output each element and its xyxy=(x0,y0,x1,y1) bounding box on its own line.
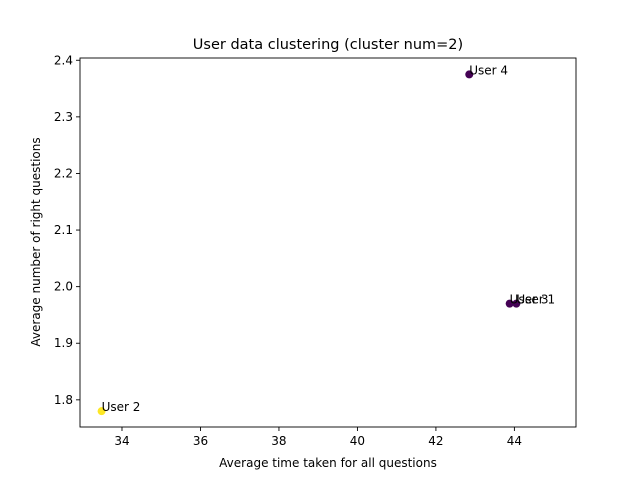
x-tick-label: 36 xyxy=(193,434,208,448)
y-tick-label: 2.2 xyxy=(54,166,73,180)
y-axis-label: Average number of right questions xyxy=(29,137,43,346)
x-tick-label: 34 xyxy=(114,434,129,448)
point-label: User 1 xyxy=(516,293,555,307)
point-label: User 2 xyxy=(102,400,141,414)
data-point xyxy=(465,70,474,79)
data-point xyxy=(97,407,106,416)
x-tick-label: 44 xyxy=(507,434,522,448)
y-tick-label: 2.0 xyxy=(54,280,73,294)
x-tick-label: 38 xyxy=(271,434,286,448)
y-tick-label: 2.3 xyxy=(54,110,73,124)
data-point xyxy=(505,299,514,308)
x-axis-label: Average time taken for all questions xyxy=(219,456,437,470)
y-tick-label: 1.8 xyxy=(54,393,73,407)
x-tick-label: 40 xyxy=(350,434,365,448)
y-tick-label: 2.1 xyxy=(54,223,73,237)
plot-area: User 1 User 2 User 3 User 4 34 36 38 40 42 44 1.8 1… xyxy=(54,53,577,448)
chart-title: User data clustering (cluster num=2) xyxy=(193,37,463,53)
x-tick-label: 42 xyxy=(428,434,443,448)
plot-frame xyxy=(79,57,577,428)
point-label: User 3 xyxy=(510,293,549,307)
data-point xyxy=(512,299,521,308)
y-tick-label: 2.4 xyxy=(54,53,73,67)
y-tick-label: 1.9 xyxy=(54,336,73,350)
point-label: User 4 xyxy=(469,63,508,77)
